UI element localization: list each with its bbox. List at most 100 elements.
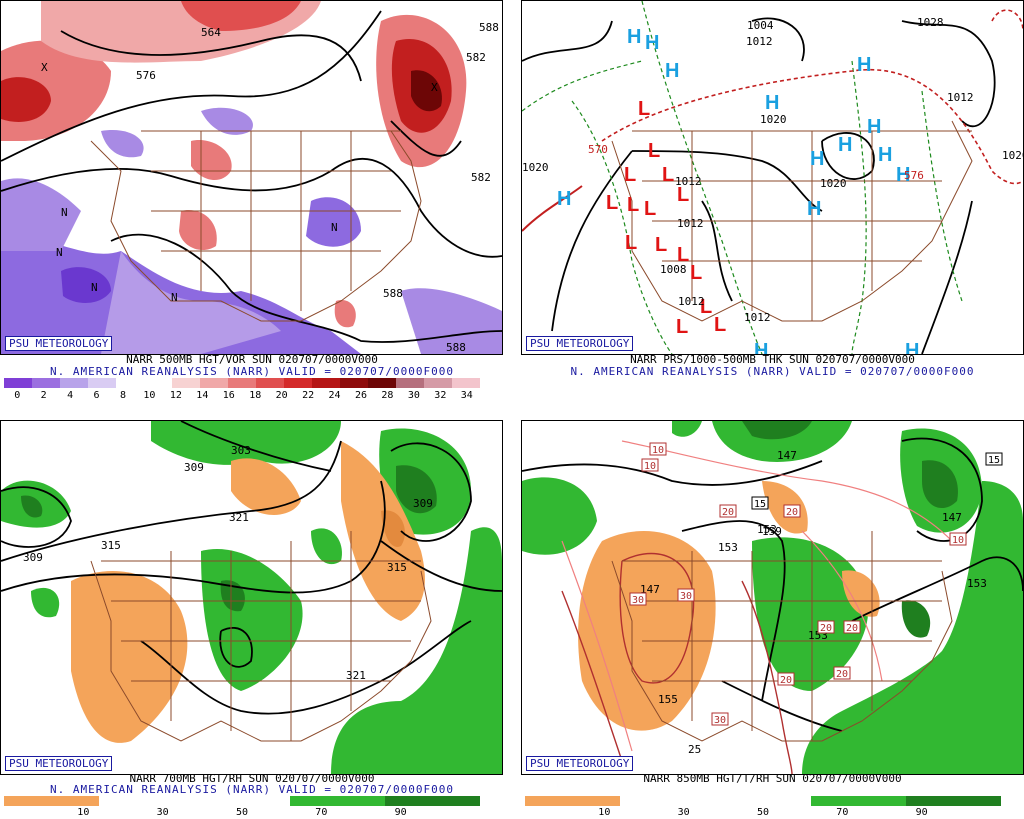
high-pressure-symbol: H [807, 198, 821, 220]
low-pressure-symbol: L [700, 296, 712, 318]
legend-swatch [905, 796, 1002, 806]
contour-label: 588 [479, 21, 499, 34]
color-legend [525, 796, 1002, 806]
legend-tick-label: 10 [143, 390, 156, 401]
map-700mb: 309 315 309 303 309 315 321 321 PSU METE… [0, 420, 503, 775]
svg-text:15: 15 [988, 455, 1000, 466]
legend-swatch [340, 378, 368, 388]
contour-label: X [431, 81, 438, 94]
svg-text:10: 10 [652, 445, 664, 456]
legend-swatch [32, 378, 60, 388]
legend-tick-label: 90 [915, 807, 928, 818]
temp-label: 10 [949, 532, 967, 546]
isobar-label: 1020 [1002, 149, 1023, 162]
legend-tick-label: 12 [169, 390, 182, 401]
contour-label: 309 [413, 497, 433, 510]
high-pressure-symbol: H [557, 188, 571, 210]
low-pressure-symbol: L [624, 164, 636, 186]
contour-label: N [91, 281, 98, 294]
contour-label: N [61, 206, 68, 219]
low-pressure-symbol: L [655, 234, 667, 256]
legend-swatch [715, 796, 811, 806]
svg-text:15: 15 [754, 499, 766, 510]
isobar-label: 1020 [522, 161, 549, 174]
caption-valid: N. AMERICAN REANALYSIS (NARR) VALID = 02… [50, 365, 454, 378]
psu-meteorology-label: PSU METEOROLOGY [526, 756, 634, 771]
svg-text:20: 20 [780, 675, 792, 686]
svg-text:10: 10 [952, 535, 964, 546]
legend-tick-label: 26 [354, 390, 368, 401]
isobar-label: 1012 [678, 295, 705, 308]
temp-label: 30 [711, 712, 729, 726]
color-legend [4, 378, 480, 388]
low-pressure-symbol: L [662, 164, 674, 186]
legend-swatch [525, 796, 621, 806]
contour-label: 564 [201, 26, 221, 39]
legend-tick-label: 34 [460, 390, 473, 401]
map-700mb-graphic: 309 315 309 303 309 315 321 321 [1, 421, 502, 774]
contour-label: 588 [383, 287, 403, 300]
panel-surface: H H H H H H H H H H H H H H L L L L [521, 0, 1024, 404]
temp-label: 20 [777, 672, 795, 686]
contour-label: X [41, 61, 48, 74]
legend-swatch [228, 378, 256, 388]
isobar-label: 1004 [747, 19, 774, 32]
low-pressure-symbol: L [638, 98, 650, 120]
legend-swatch [88, 378, 116, 388]
legend-tick-label: 2 [40, 390, 47, 401]
legend-tick-label: 0 [14, 390, 21, 401]
low-pressure-symbol: L [714, 314, 726, 336]
legend-swatch [256, 378, 284, 388]
legend-ticks: 10 30 50 70 90 [525, 807, 1001, 819]
svg-text:30: 30 [680, 591, 692, 602]
svg-text:30: 30 [714, 715, 726, 726]
legend-tick-label: 28 [381, 390, 394, 401]
height-label: 147 [942, 511, 962, 524]
legend-tick-label: 24 [328, 390, 341, 401]
legend-tick-label: 90 [394, 807, 407, 818]
caption-valid: N. AMERICAN REANALYSIS (NARR) VALID = 02… [570, 365, 975, 378]
contour-label: 576 [136, 69, 156, 82]
low-pressure-symbol: L [606, 192, 618, 214]
legend-swatch [99, 796, 195, 806]
isobar-label: 1020 [820, 177, 847, 190]
temp-label: 15 [751, 496, 769, 510]
legend-tick-label: 30 [156, 807, 169, 818]
low-pressure-symbol: L [625, 232, 637, 254]
legend-tick-label: 70 [315, 807, 328, 818]
isobar-label: 1012 [677, 217, 704, 230]
legend-swatch [200, 378, 228, 388]
legend-ticks: 10 30 50 70 90 [4, 807, 480, 819]
legend-tick-label: 14 [196, 390, 209, 401]
high-pressure-symbol: H [754, 340, 768, 354]
caption-valid: N. AMERICAN REANALYSIS (NARR) VALID = 02… [50, 783, 454, 796]
legend-tick-label: 30 [407, 390, 420, 401]
high-pressure-symbol: H [810, 148, 824, 170]
map-500mb-graphic: 576 564 582 588 588 588 582 N N N N N X … [1, 1, 502, 354]
svg-text:10: 10 [644, 461, 656, 472]
contour-label: 582 [471, 171, 491, 184]
legend-swatch [312, 378, 340, 388]
thickness-label: 570 [588, 143, 608, 156]
map-surface: H H H H H H H H H H H H H H L L L L [521, 0, 1024, 355]
caption-title: NARR 850MB HGT/T/RH SUN 020707/0000V000 [643, 772, 902, 785]
contour-label: 315 [101, 539, 121, 552]
temp-label: 30 [629, 592, 647, 606]
height-label: 155 [658, 693, 678, 706]
legend-tick-label: 8 [119, 390, 127, 401]
legend-swatch [384, 796, 481, 806]
height-label: 153 [718, 541, 738, 554]
high-pressure-symbol: H [627, 26, 641, 48]
psu-meteorology-label: PSU METEOROLOGY [5, 756, 113, 771]
svg-text:20: 20 [722, 507, 734, 518]
legend-ticks: 0 2 4 6 8 10 12 14 16 18 20 22 24 26 28 30 32 34 [4, 390, 480, 402]
contour-label: 321 [229, 511, 249, 524]
panel-500mb: 576 564 582 588 588 588 582 N N N N N X … [0, 0, 504, 404]
legend-swatch [116, 378, 144, 388]
legend-swatch [60, 378, 88, 388]
high-pressure-symbol: H [905, 340, 919, 354]
height-label: 147 [777, 449, 797, 462]
isobar-label: 1020 [760, 113, 787, 126]
high-pressure-symbol: H [857, 54, 871, 76]
high-pressure-symbol: H [867, 116, 881, 138]
